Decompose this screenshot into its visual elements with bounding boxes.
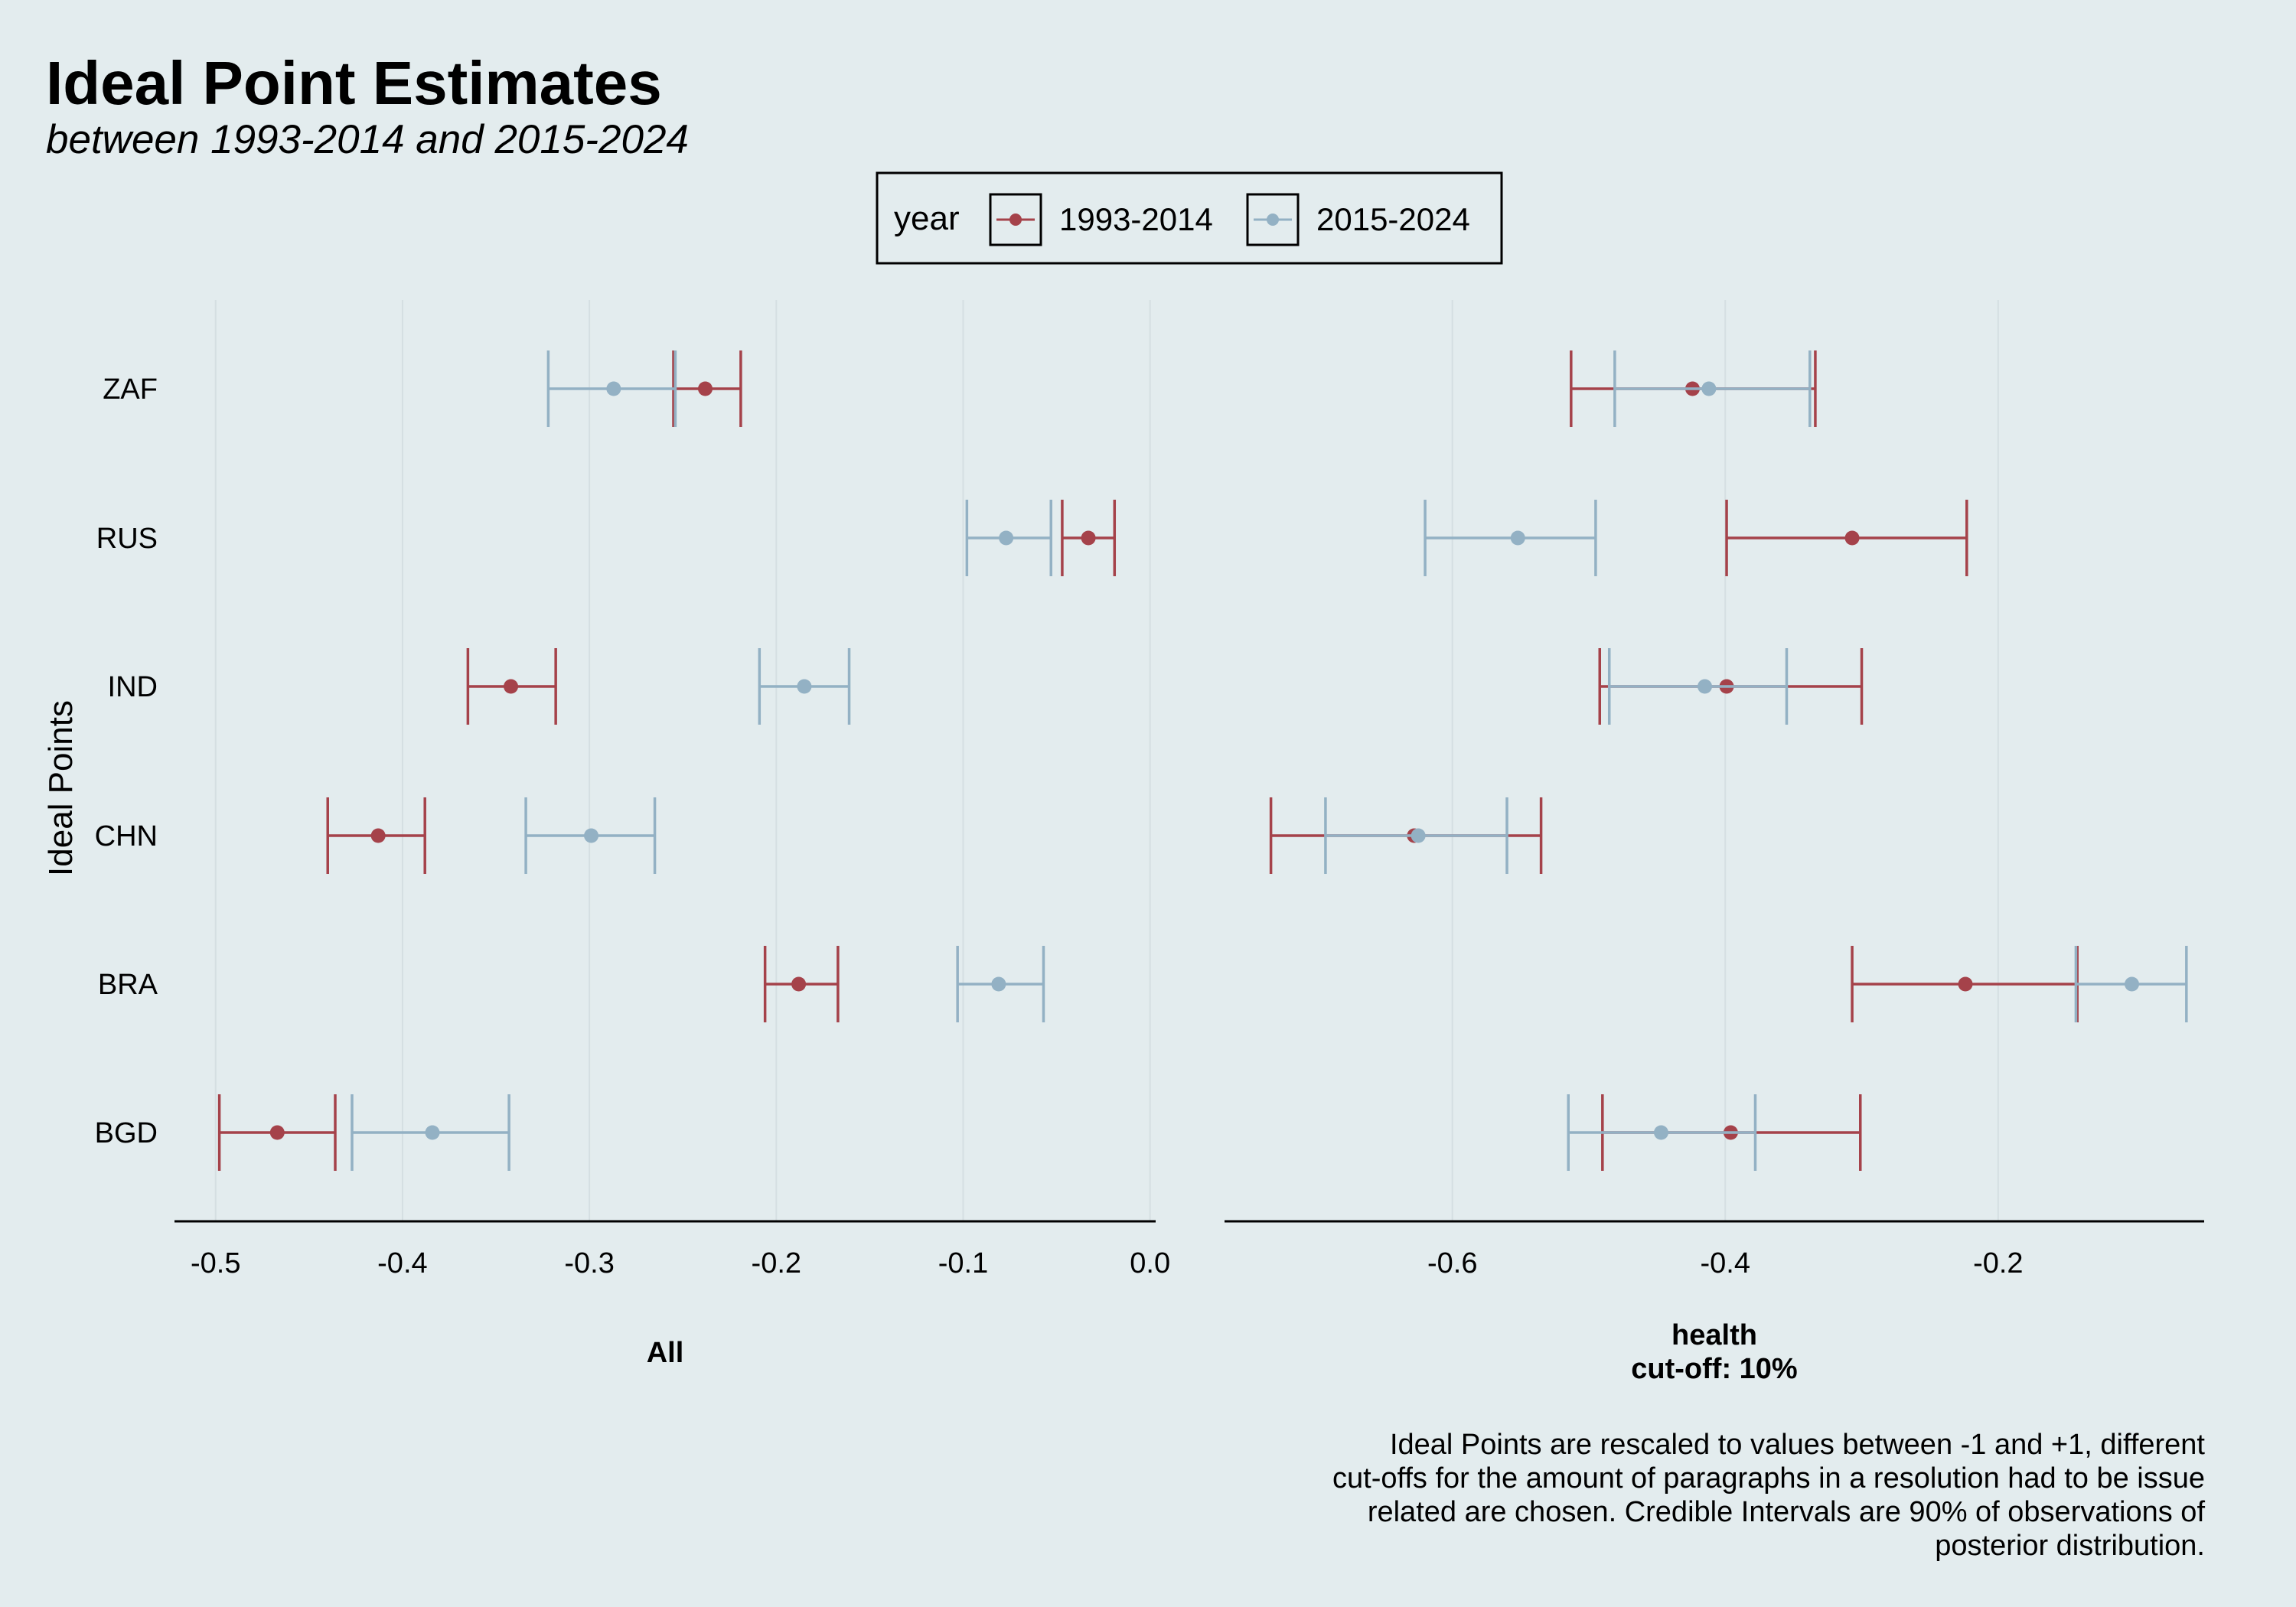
legend-key-box (1246, 193, 1300, 246)
errorbar-chn-2015-2024 (524, 797, 657, 874)
legend-label: 2015-2024 (1316, 201, 1470, 237)
errorbar-ind-2015-2024 (758, 648, 851, 725)
y-axis-categories: ZAF RUS IND CHN BRA BGD (95, 373, 158, 1149)
estimate-point (991, 976, 1006, 992)
chart-subtitle: between 1993-2014 and 2015-2024 (46, 117, 689, 162)
caption-line: posterior distribution. (1935, 1530, 2205, 1562)
y-tick-label: BRA (98, 969, 158, 1001)
legend-title: year (894, 200, 960, 237)
y-axis-label: Ideal Points (42, 700, 80, 876)
estimate-point (584, 828, 599, 843)
x-tick-label: -0.2 (752, 1247, 801, 1279)
y-tick-label: RUS (96, 523, 158, 555)
x-tick-label: -0.3 (564, 1247, 614, 1279)
x-tick-label: -0.4 (377, 1247, 427, 1279)
estimate-point (791, 976, 807, 992)
panel-label: health (1671, 1319, 1757, 1351)
errorbar-bra-1993-2014 (763, 946, 840, 1022)
legend-key-point (1267, 214, 1279, 226)
legend-key-point (1009, 214, 1022, 226)
errorbar-bgd-2015-2024 (351, 1094, 510, 1171)
estimate-point (1653, 1125, 1668, 1140)
estimate-point (1698, 679, 1713, 694)
errorbar-zaf-1993-2014 (672, 350, 742, 427)
estimate-point (698, 381, 713, 396)
estimate-point (269, 1125, 285, 1140)
estimate-point (999, 530, 1014, 546)
caption-line: Ideal Points are rescaled to values betw… (1390, 1429, 2205, 1461)
y-tick-label: ZAF (103, 373, 158, 406)
estimate-point (1510, 530, 1525, 546)
y-tick-label: CHN (95, 820, 158, 852)
x-tick-label: -0.4 (1701, 1247, 1750, 1279)
estimate-point (606, 381, 621, 396)
legend-frame (876, 171, 1503, 265)
estimate-point (1081, 530, 1096, 546)
caption-line: cut-offs for the amount of paragraphs in… (1332, 1462, 2205, 1495)
panel-1: -0.5 -0.4 -0.3 -0.2 -0.1 0.0 All (174, 300, 1170, 1369)
estimate-point (2125, 976, 2140, 992)
x-tick-label: -0.1 (938, 1247, 988, 1279)
errorbar-chn-2015-2024 (1324, 797, 1508, 874)
x-tick-label: 0.0 (1130, 1247, 1170, 1279)
errorbar-bgd-2015-2024 (1567, 1094, 1757, 1171)
errorbar-ind-1993-2014 (466, 648, 557, 725)
chart-title: Ideal Point Estimates (46, 49, 662, 117)
errorbar-zaf-2015-2024 (1613, 350, 1812, 427)
legend: year 1993-2014 2015-2024 (876, 171, 1503, 265)
errorbar-bra-2015-2024 (956, 946, 1045, 1022)
estimate-point (370, 828, 386, 843)
errorbar-rus-2015-2024 (1424, 500, 1597, 576)
errorbar-chn-1993-2014 (326, 797, 426, 874)
errorbar-rus-1993-2014 (1061, 500, 1117, 576)
caption: Ideal Points are rescaled to values betw… (1332, 1429, 2205, 1562)
y-tick-label: BGD (95, 1117, 158, 1149)
errorbar-bgd-1993-2014 (217, 1094, 337, 1171)
errorbar-rus-2015-2024 (965, 500, 1053, 576)
caption-line: related are chosen. Credible Intervals a… (1368, 1496, 2206, 1528)
estimate-point (797, 679, 812, 694)
legend-key-box (989, 193, 1042, 246)
errorbar-bra-2015-2024 (2074, 946, 2188, 1022)
errorbar-ind-2015-2024 (1607, 648, 1789, 725)
y-tick-label: IND (108, 671, 158, 703)
x-tick-label: -0.2 (1973, 1247, 2023, 1279)
panel-label: cut-off: 10% (1631, 1353, 1797, 1385)
x-tick-label: -0.6 (1427, 1247, 1477, 1279)
estimate-point (504, 679, 519, 694)
estimate-point (425, 1125, 440, 1140)
x-tick-label: -0.5 (191, 1247, 240, 1279)
estimate-point (1844, 530, 1860, 546)
estimate-point (1411, 828, 1426, 843)
estimate-point (1701, 381, 1717, 396)
errorbar-zaf-2015-2024 (546, 350, 677, 427)
errorbar-bra-1993-2014 (1851, 946, 2079, 1022)
legend-label: 1993-2014 (1059, 201, 1213, 237)
estimate-point (1958, 976, 1973, 992)
errorbar-rus-1993-2014 (1725, 500, 1968, 576)
panel-label: All (647, 1337, 684, 1369)
